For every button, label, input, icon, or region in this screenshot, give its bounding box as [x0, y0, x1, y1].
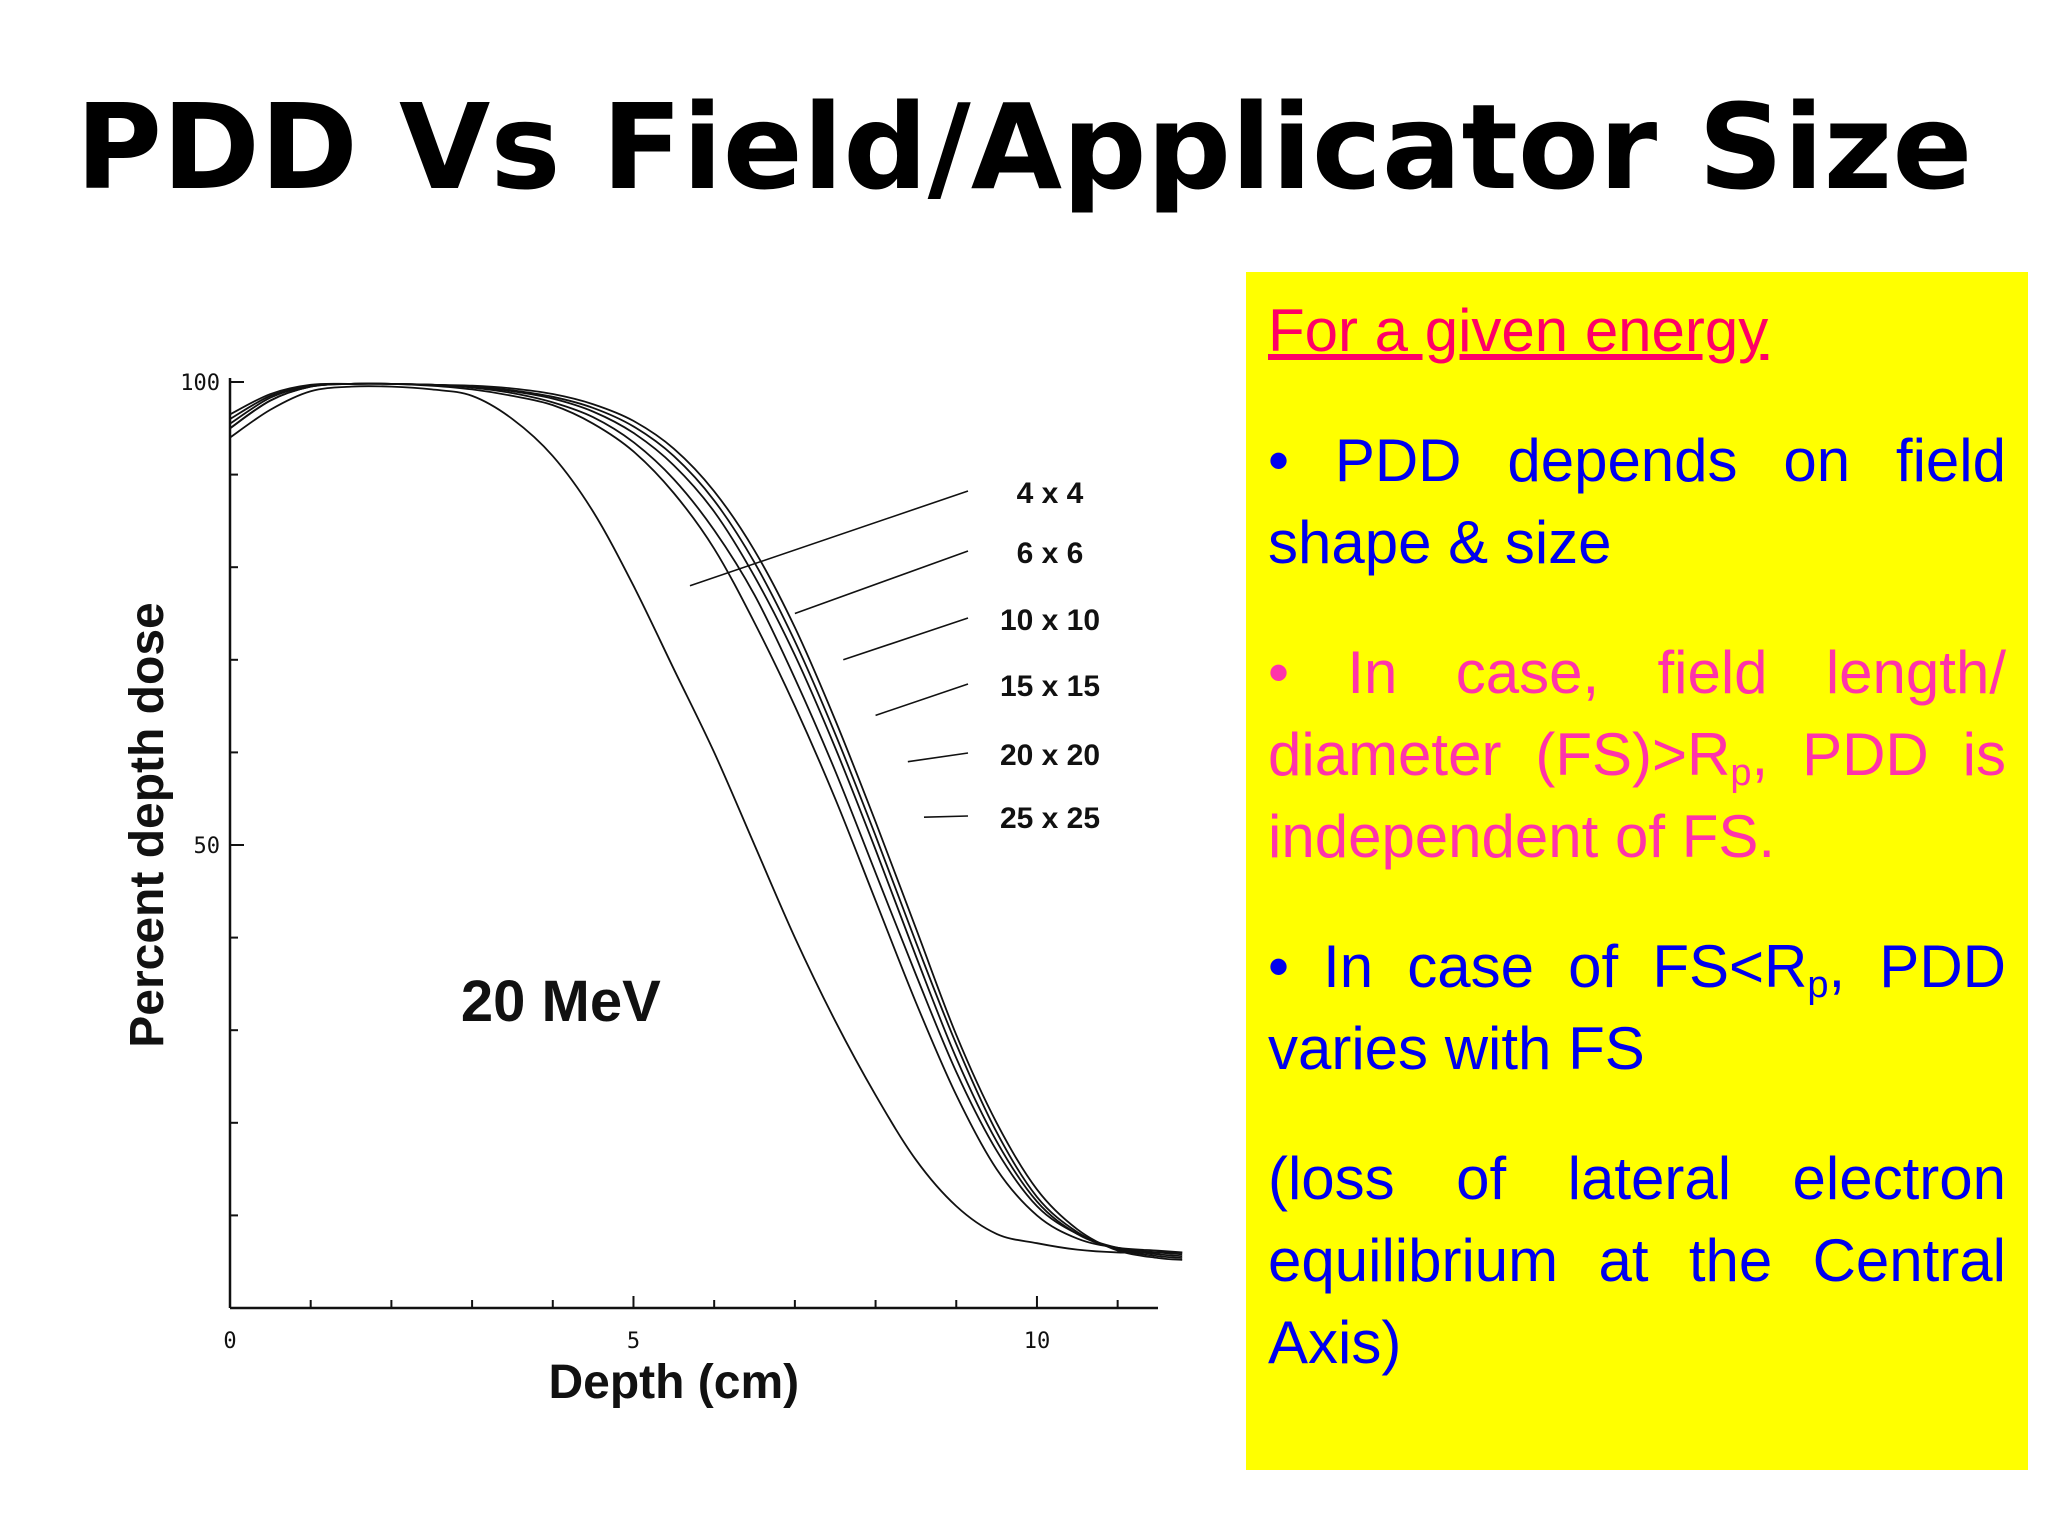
legend-label-4: 15 x 15: [1000, 670, 1100, 703]
energy-annotation: 20 MeV: [461, 969, 661, 1034]
series-line-6: [229, 382, 1183, 1261]
slide-title: PDD Vs Field/Applicator Size: [75, 78, 1973, 216]
paren-note: (loss of lateral electron equilibrium at…: [1268, 1145, 2006, 1376]
legend-label-6: 25 x 25: [1000, 802, 1100, 835]
pdd-chart-svg: 0 5 10 50 100 Depth (cm) Percent depth dose 20 …: [121, 371, 1183, 1409]
bullet2-text-a: • In case, field length/ diameter (FS)>R: [1268, 639, 2006, 788]
bullet2-text-b: , PDD is independent of FS.: [1268, 721, 2006, 870]
y-tick-label: 100: [180, 371, 220, 396]
bullet-independent: • In case, field length/ diameter (FS)>R…: [1268, 632, 2006, 878]
legend-leader-1: [689, 490, 969, 587]
info-panel: For a given energy • PDD depends on fiel…: [1246, 272, 2028, 1470]
x-tick-label: 10: [1024, 1329, 1051, 1354]
bullet2-subscript: p: [1730, 752, 1752, 794]
y-axis-title: Percent depth dose: [121, 602, 174, 1047]
legend-label-5: 20 x 20: [1000, 739, 1100, 772]
legend-label-1: 4 x 4: [1017, 477, 1084, 510]
legend-label-3: 10 x 10: [1000, 604, 1100, 637]
legend-leader-5: [907, 752, 969, 763]
legend-leader-4: [875, 683, 969, 717]
legend-leader-2: [794, 550, 969, 615]
series-line-1: [229, 385, 1183, 1254]
bullet-varies: • In case of FS<Rp, PDD varies with FS: [1268, 926, 2006, 1090]
legend-leader-6: [923, 815, 969, 819]
x-tick-label: 5: [627, 1329, 640, 1354]
pdd-chart: 0 5 10 50 100 Depth (cm) Percent depth dose 20 …: [121, 371, 1183, 1409]
y-tick-label: 50: [194, 834, 221, 859]
info-heading: For a given energy: [1268, 297, 1769, 364]
x-axis-title: Depth (cm): [548, 1356, 799, 1409]
bullet3-text-b: , PDD varies with FS: [1268, 933, 2006, 1082]
bullet3-subscript: p: [1807, 964, 1829, 1006]
legend-label-2: 6 x 6: [1017, 537, 1084, 570]
legend-leader-3: [843, 617, 969, 661]
x-tick-label: 0: [223, 1329, 236, 1354]
bullet-field-shape: • PDD depends on field shape & size: [1268, 427, 2006, 576]
bullet3-text-a: • In case of FS<R: [1268, 933, 1808, 1000]
